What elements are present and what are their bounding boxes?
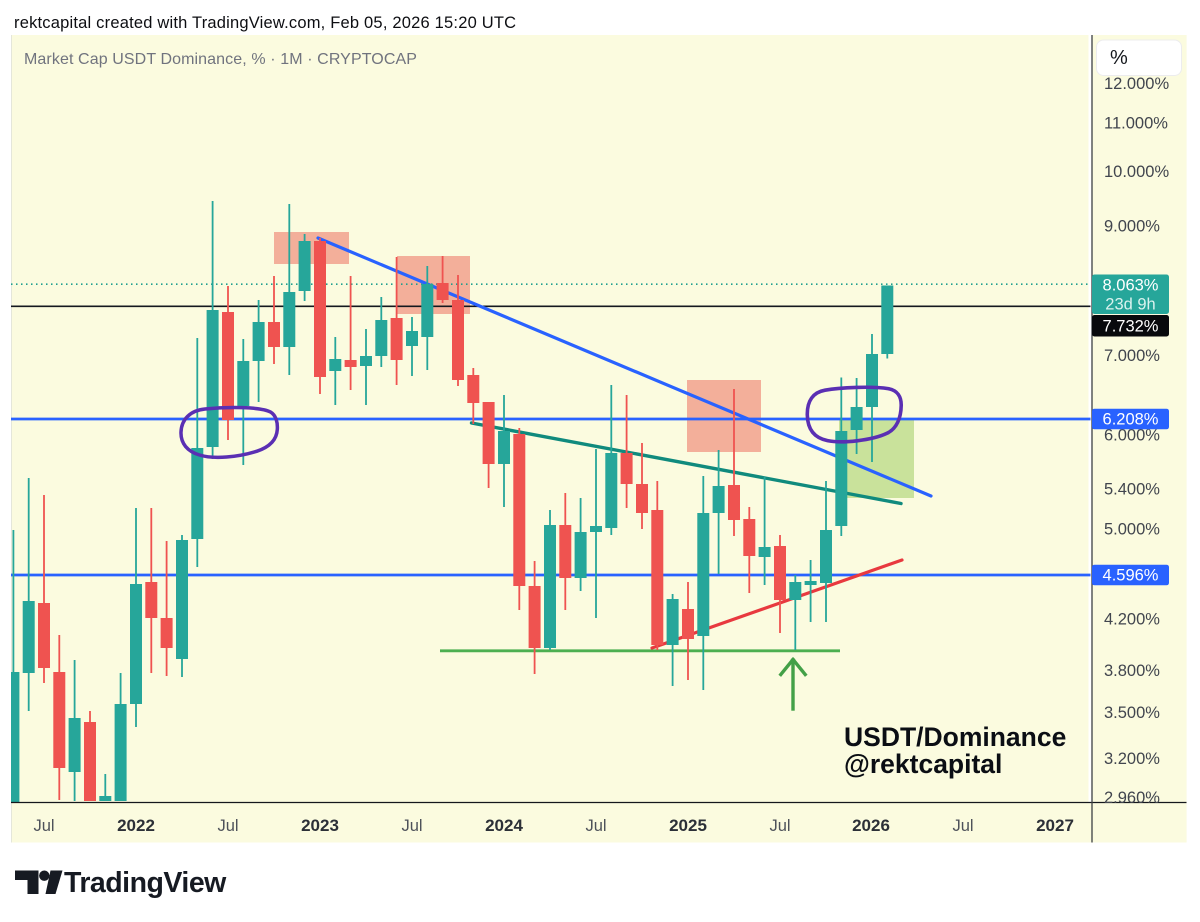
svg-text:Jul: Jul: [217, 817, 238, 835]
svg-text:12.000%: 12.000%: [1104, 75, 1169, 93]
svg-text:9.000%: 9.000%: [1104, 218, 1160, 236]
svg-text:2022: 2022: [117, 816, 155, 835]
svg-text:5.400%: 5.400%: [1104, 481, 1160, 499]
svg-text:11.000%: 11.000%: [1104, 115, 1168, 133]
svg-text:10.000%: 10.000%: [1104, 163, 1169, 181]
svg-text:%: %: [1110, 47, 1128, 69]
svg-text:4.200%: 4.200%: [1104, 611, 1160, 629]
svg-text:2026: 2026: [852, 816, 890, 835]
svg-text:rektcapital created with Tradi: rektcapital created with TradingView.com…: [14, 14, 516, 32]
svg-text:2027: 2027: [1036, 816, 1074, 835]
svg-text:Jul: Jul: [33, 817, 54, 835]
svg-text:2024: 2024: [485, 816, 523, 835]
svg-text:Jul: Jul: [952, 817, 973, 835]
svg-text:2023: 2023: [301, 816, 339, 835]
svg-text:5.000%: 5.000%: [1104, 521, 1160, 539]
svg-text:8.063%: 8.063%: [1103, 277, 1159, 295]
svg-text:6.000%: 6.000%: [1104, 427, 1160, 445]
svg-text:7.732%: 7.732%: [1103, 318, 1159, 336]
svg-text:7.000%: 7.000%: [1104, 347, 1160, 365]
svg-text:Jul: Jul: [401, 817, 422, 835]
svg-text:4.596%: 4.596%: [1103, 567, 1159, 585]
svg-text:TradingView: TradingView: [64, 867, 227, 899]
svg-text:Jul: Jul: [769, 817, 790, 835]
svg-text:USDT/Dominance: USDT/Dominance: [844, 722, 1066, 752]
svg-text:2025: 2025: [669, 816, 707, 835]
svg-text:@rektcapital: @rektcapital: [844, 749, 1002, 779]
svg-text:3.500%: 3.500%: [1104, 704, 1160, 722]
svg-text:Jul: Jul: [585, 817, 606, 835]
svg-text:3.200%: 3.200%: [1104, 750, 1160, 768]
svg-text:Market Cap USDT Dominance, % ·: Market Cap USDT Dominance, % · 1M · CRYP…: [24, 51, 417, 68]
svg-text:3.800%: 3.800%: [1104, 662, 1160, 680]
svg-text:6.208%: 6.208%: [1103, 411, 1159, 429]
svg-text:2.960%: 2.960%: [1104, 789, 1160, 807]
svg-text:23d 9h: 23d 9h: [1105, 296, 1155, 314]
